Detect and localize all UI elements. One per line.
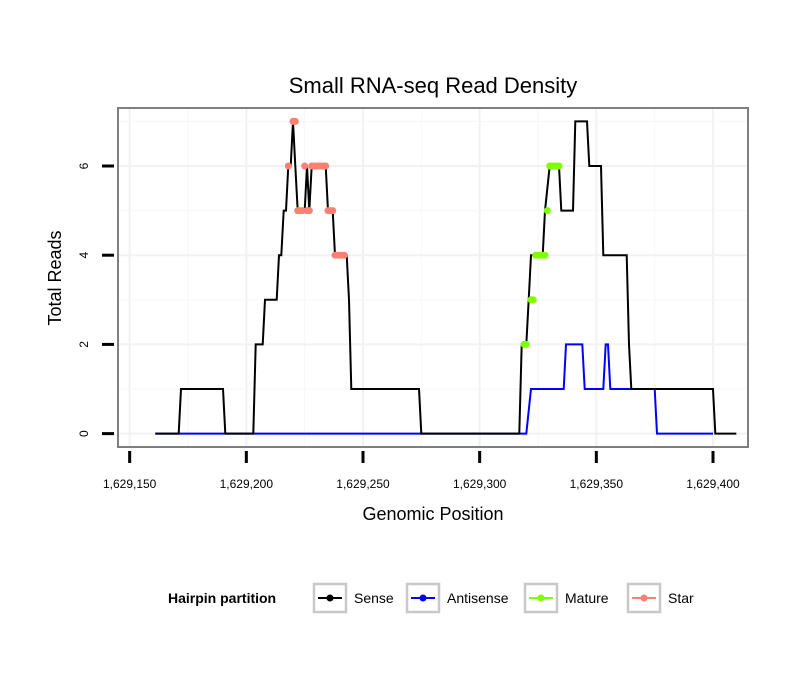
star-point (301, 162, 309, 170)
mature-point (543, 207, 551, 215)
mature-point (541, 251, 549, 259)
x-tick-label: 1,629,150 (103, 477, 157, 491)
y-tick-label: 4 (77, 252, 91, 259)
x-tick-label: 1,629,200 (220, 477, 274, 491)
panel-border (117, 107, 749, 448)
x-tick-label: 1,629,350 (570, 477, 624, 491)
mature-point (522, 340, 530, 348)
legend-dot-sense (326, 594, 334, 602)
star-point (305, 207, 313, 215)
y-axis-title: Total Reads (45, 230, 65, 325)
mature-point (555, 162, 563, 170)
legend-dot-mature (537, 594, 545, 602)
axes: 1,629,150 1,629,200 1,629,250 1,629,300 1,62… (77, 162, 740, 491)
y-tick-label: 6 (77, 162, 91, 169)
legend-label-antisense: Antisense (447, 590, 509, 606)
legend-title: Hairpin partition (168, 590, 276, 606)
star-point (322, 162, 330, 170)
star-point (329, 207, 337, 215)
x-tick-label: 1,629,400 (686, 477, 740, 491)
x-axis-title: Genomic Position (362, 504, 503, 524)
legend-label-sense: Sense (354, 590, 394, 606)
y-tick-label: 2 (77, 341, 91, 348)
legend-label-mature: Mature (565, 590, 609, 606)
star-point (291, 117, 299, 125)
star-point (284, 162, 292, 170)
y-tick-label: 0 (77, 430, 91, 437)
legend-label-star: Star (668, 590, 694, 606)
mature-point (529, 296, 537, 304)
chart-title: Small RNA-seq Read Density (289, 73, 578, 98)
x-tick-label: 1,629,250 (336, 477, 390, 491)
legend: Hairpin partition Sense Antisense Mature Sta… (168, 582, 694, 614)
x-tick-label: 1,629,300 (453, 477, 507, 491)
legend-dot-star (640, 594, 648, 602)
series-layer (155, 117, 737, 435)
star-point (340, 251, 348, 259)
legend-dot-antisense (419, 594, 427, 602)
